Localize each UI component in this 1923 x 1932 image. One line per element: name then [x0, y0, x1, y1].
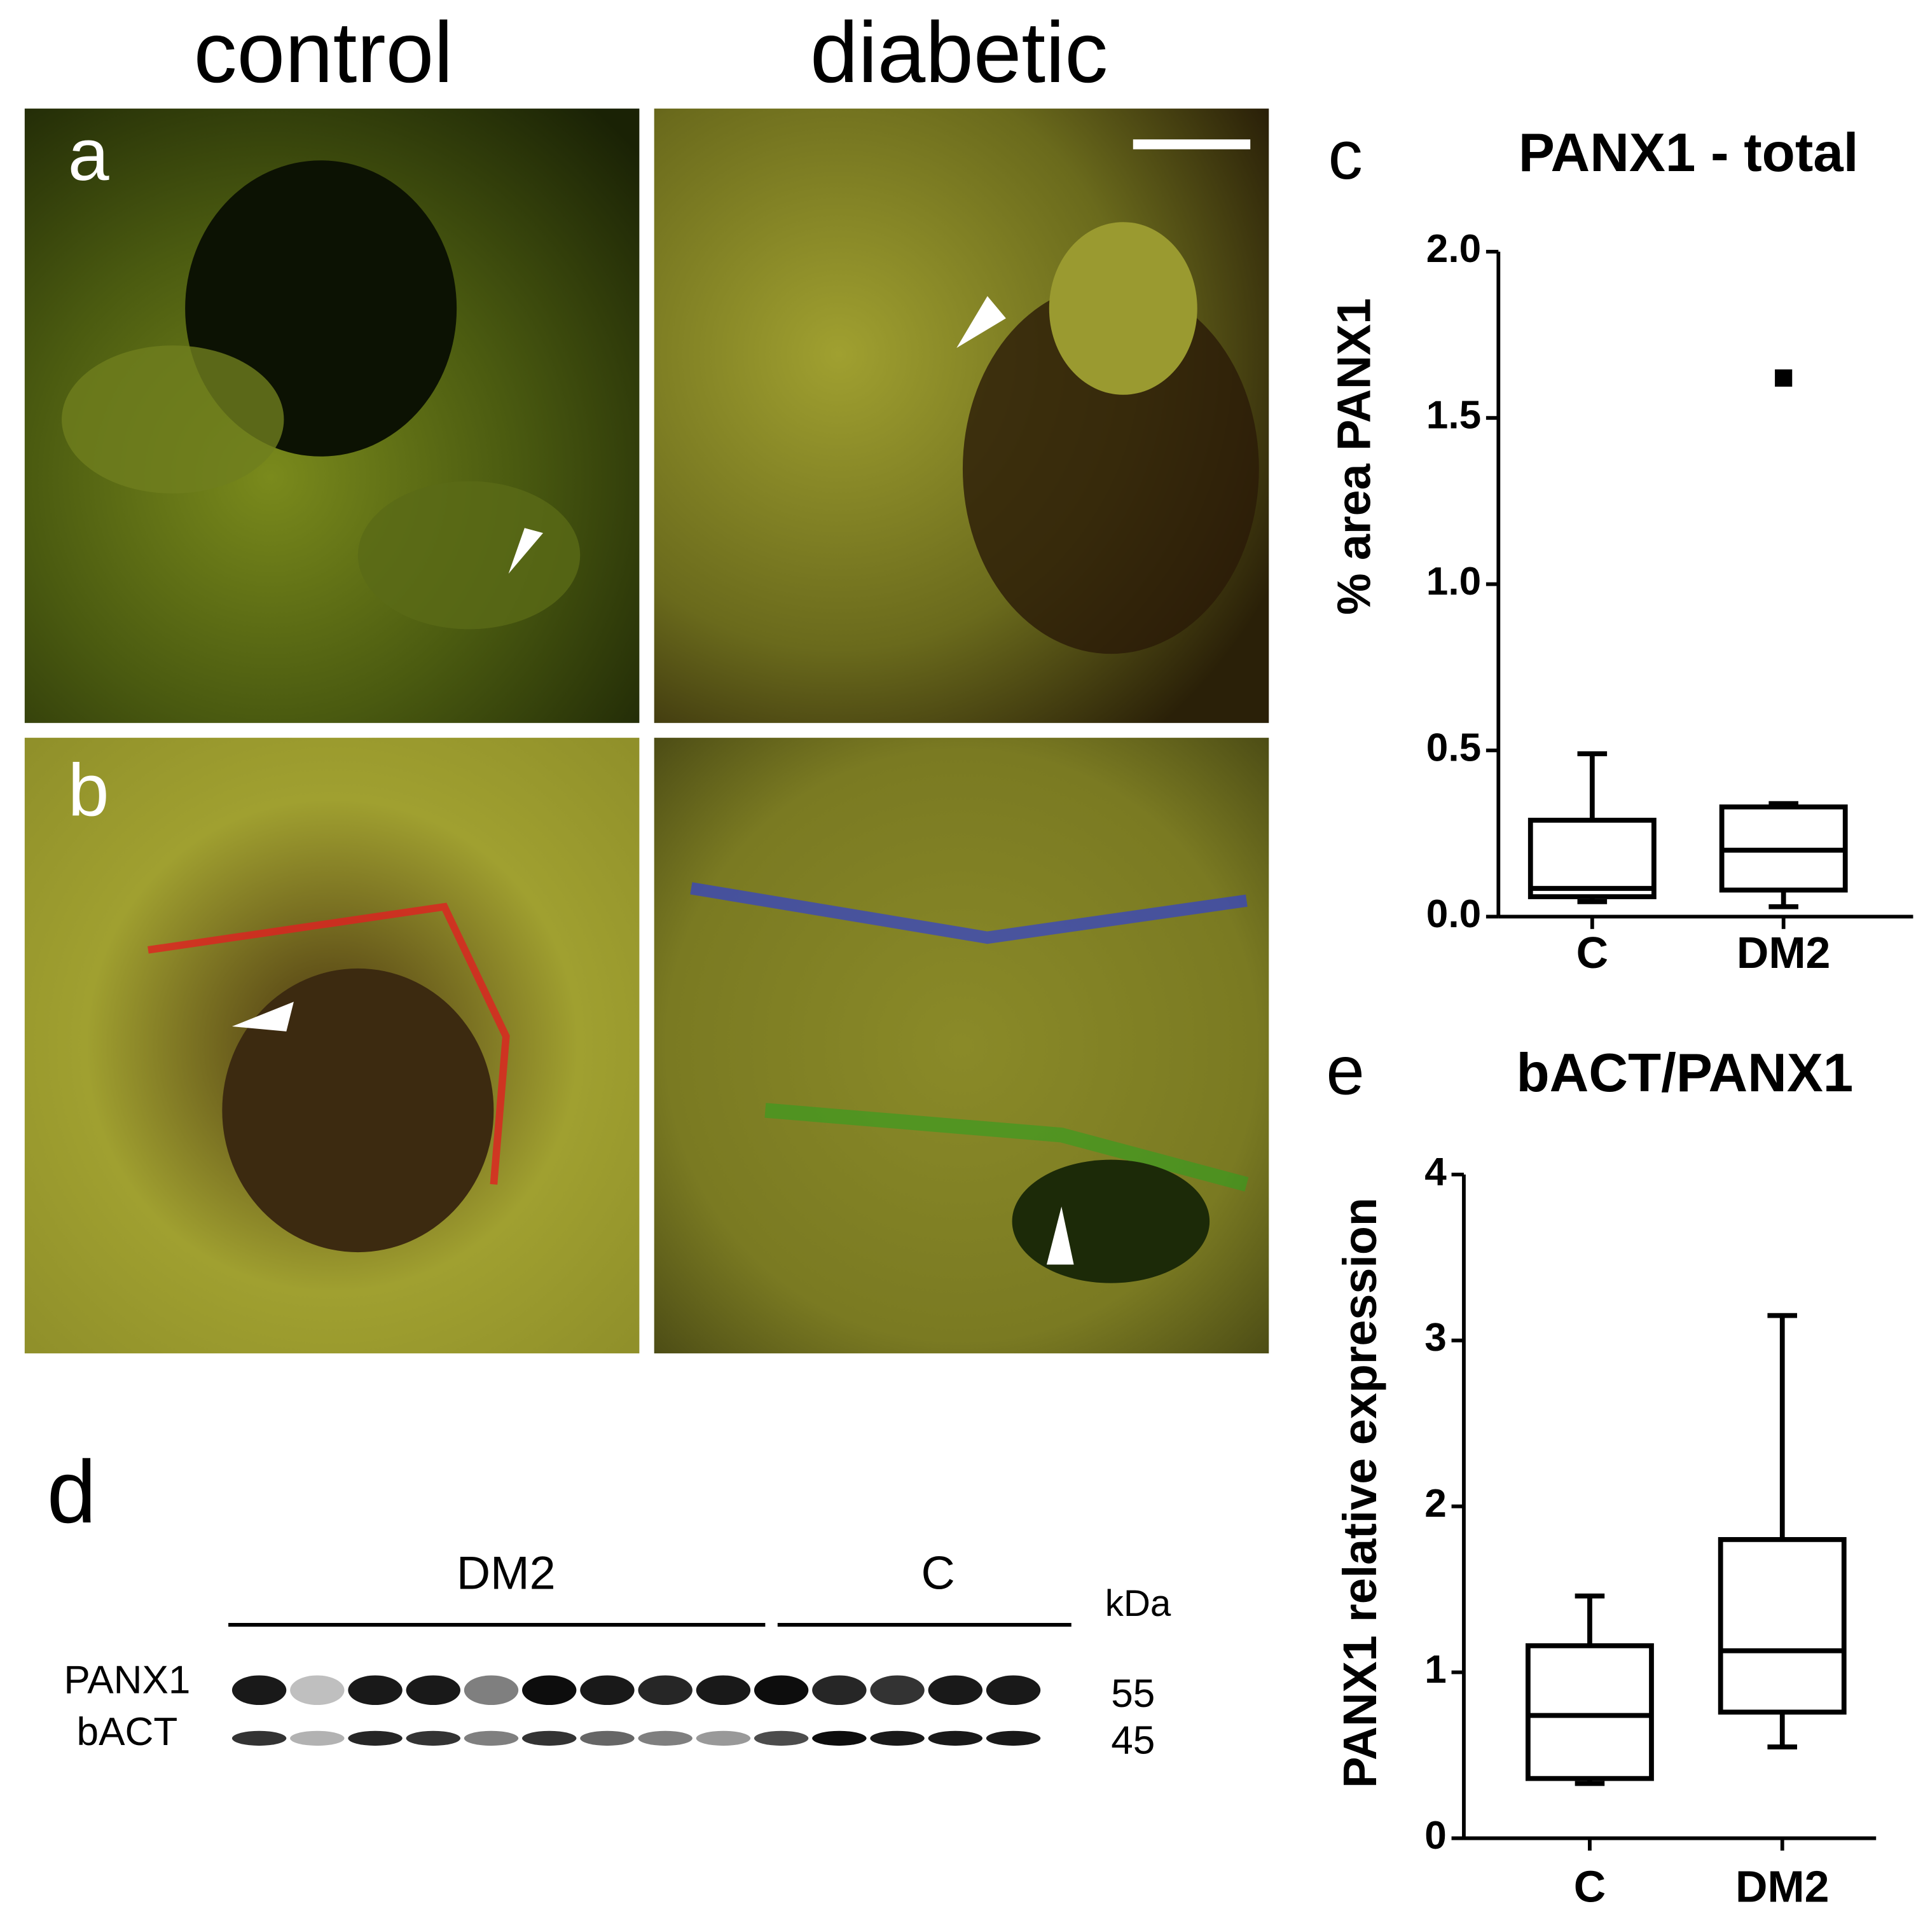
band [870, 1675, 925, 1706]
unit-label: kDa [1105, 1583, 1171, 1624]
band [928, 1675, 982, 1706]
y-axis-label: % area PANX1 [1328, 298, 1381, 615]
band [986, 1675, 1041, 1706]
chart-title: bACT/PANX1 [1516, 1043, 1853, 1103]
x-tick-label: DM2 [1735, 1862, 1830, 1912]
band [522, 1675, 577, 1706]
y-tick-label: 1.5 [1426, 394, 1481, 438]
band [812, 1675, 867, 1706]
micrograph-a-control [24, 108, 640, 723]
band-name: bACT [77, 1710, 178, 1754]
band [696, 1675, 751, 1706]
band [928, 1730, 982, 1746]
band-name: PANX1 [64, 1659, 190, 1702]
column-header: diabetic [810, 4, 1108, 100]
outlier [1775, 369, 1793, 387]
panel-label: c [1328, 117, 1362, 194]
y-tick-label: 2 [1424, 1482, 1447, 1526]
band [522, 1730, 577, 1746]
band [754, 1730, 809, 1746]
y-tick-label: 0 [1424, 1814, 1447, 1858]
blot-bands [231, 1675, 1041, 1746]
band [406, 1675, 460, 1706]
band [696, 1730, 751, 1746]
y-tick-label: 1.0 [1426, 560, 1481, 604]
x-tick-label: C [1576, 928, 1608, 977]
y-axis-label: PANX1 relative expression [1334, 1197, 1386, 1788]
band [754, 1675, 809, 1706]
box [1718, 1537, 1847, 1715]
band [580, 1730, 635, 1746]
y-tick-label: 3 [1424, 1316, 1447, 1360]
band [464, 1675, 519, 1706]
y-tick-label: 2.0 [1426, 227, 1481, 271]
panel-label: b [68, 749, 109, 831]
x-tick-label: DM2 [1737, 928, 1831, 977]
x-tick-label: C [1574, 1862, 1606, 1912]
band [580, 1675, 635, 1706]
panel-label: e [1326, 1032, 1364, 1109]
column-header: control [194, 4, 453, 100]
band-size: 55 [1111, 1672, 1155, 1716]
band [464, 1730, 519, 1746]
band [638, 1730, 693, 1746]
band [870, 1730, 925, 1746]
panel-label: a [68, 113, 109, 196]
band-size: 45 [1111, 1719, 1155, 1763]
band [812, 1730, 867, 1746]
band [638, 1675, 693, 1706]
band [406, 1730, 460, 1746]
band [231, 1675, 287, 1706]
band [348, 1730, 403, 1746]
band [290, 1675, 345, 1706]
band [986, 1730, 1041, 1746]
band [348, 1675, 403, 1706]
blot-group: DM2 [457, 1547, 556, 1599]
micrograph-b-control [24, 738, 640, 1354]
band [231, 1730, 287, 1746]
micrograph-a-diabetic [654, 108, 1269, 723]
micrograph-b-diabetic [654, 738, 1269, 1354]
box [1527, 817, 1657, 899]
panel-label: d [47, 1442, 97, 1542]
band [290, 1730, 345, 1746]
chart-title: PANX1 - total [1519, 123, 1859, 183]
box [1526, 1643, 1654, 1781]
y-tick-label: 4 [1424, 1150, 1447, 1194]
y-tick-label: 0.5 [1426, 726, 1481, 769]
y-tick-label: 1 [1424, 1648, 1447, 1692]
y-tick-label: 0.0 [1426, 892, 1481, 936]
blot-group: C [921, 1547, 955, 1599]
